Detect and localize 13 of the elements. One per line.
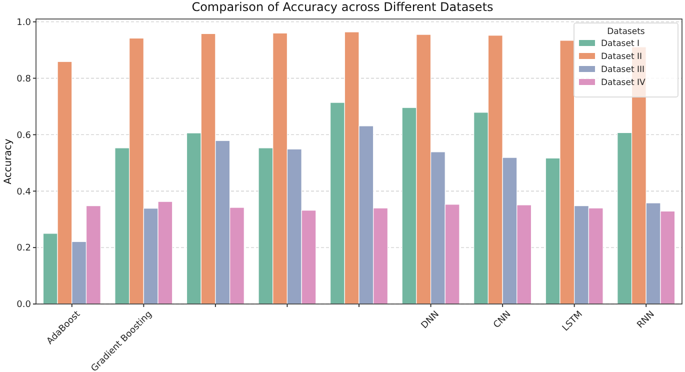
y-tick-label: 0.6	[16, 130, 32, 141]
legend-label: Dataset II	[601, 52, 642, 62]
legend-label: Dataset III	[601, 64, 645, 75]
y-axis-title: Accuracy	[3, 138, 14, 184]
legend-label: Dataset I	[601, 38, 640, 49]
y-tick-label: 1.0	[16, 18, 32, 28]
legend-label: Dataset IV	[601, 78, 646, 88]
y-tick-label: 0.8	[16, 74, 32, 84]
y-tick-label: 0.4	[16, 187, 32, 198]
y-tick-label: 0.0	[16, 300, 32, 310]
legend-title: Datasets	[607, 27, 646, 37]
chart-title: Comparison of Accuracy across Different Datasets	[192, 0, 494, 14]
y-tick-label: 0.2	[16, 244, 31, 254]
